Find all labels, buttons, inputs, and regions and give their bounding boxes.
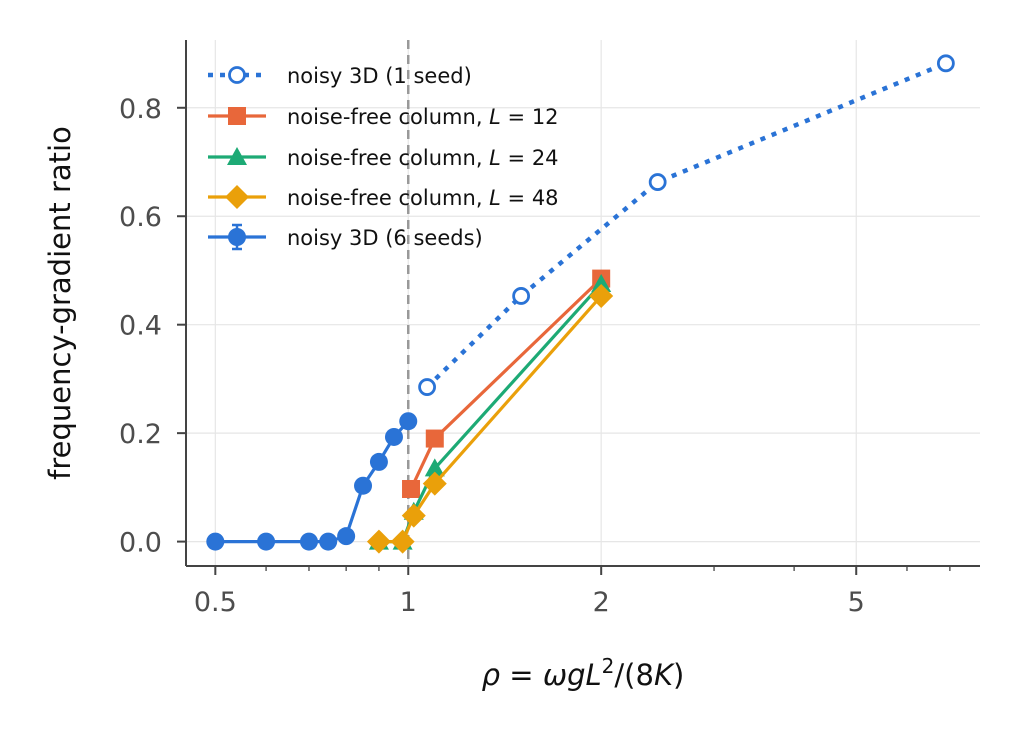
legend-marker	[228, 107, 246, 125]
axes	[177, 40, 980, 575]
plot-area	[206, 54, 955, 554]
data-point	[384, 427, 403, 446]
y-tick-label: 0.6	[119, 202, 162, 233]
x-tick-label: 1	[400, 587, 417, 618]
legend-label: noise-free column, L = 12	[287, 105, 559, 129]
data-point	[319, 532, 338, 551]
y-tick-label: 0.4	[119, 311, 162, 342]
series-1	[402, 269, 611, 498]
data-point	[354, 476, 373, 495]
data-point	[257, 532, 276, 551]
x-tick-label: 0.5	[194, 587, 237, 618]
x-axis-label: ρ = ωgL2/(8K)	[482, 654, 685, 692]
series-4	[206, 412, 418, 551]
data-point	[299, 532, 318, 551]
legend-entry: noisy 3D (6 seeds)	[208, 223, 483, 251]
data-point	[369, 452, 388, 471]
y-tick-label: 0.0	[119, 528, 162, 559]
data-point	[390, 529, 415, 554]
data-point	[366, 529, 391, 554]
y-tick-label: 0.8	[119, 94, 162, 125]
data-point	[648, 173, 667, 191]
data-point	[425, 429, 444, 448]
tick-labels: 0.5 1 2 5 0.0 0.2 0.4 0.6 0.8	[119, 94, 865, 618]
series-3	[366, 283, 614, 554]
series-line	[215, 420, 410, 544]
data-point	[424, 458, 445, 477]
data-point	[402, 479, 421, 498]
legend-marker	[227, 147, 247, 165]
series-2	[368, 274, 612, 550]
legend-entry: noise-free column, L = 12	[208, 105, 559, 129]
data-point	[512, 287, 531, 305]
data-point	[206, 532, 225, 551]
x-tick-label: 5	[848, 587, 865, 618]
series-0	[418, 54, 955, 396]
x-tick-label: 2	[593, 587, 610, 618]
legend-label: noisy 3D (6 seeds)	[287, 226, 483, 250]
legend-marker	[228, 66, 246, 84]
y-tick-label: 0.2	[119, 419, 162, 450]
data-point	[591, 274, 612, 293]
data-point	[589, 283, 614, 308]
data-point	[337, 527, 356, 546]
legend-label: noisy 3D (1 seed)	[287, 64, 472, 88]
legend-label: noise-free column, L = 48	[287, 186, 559, 210]
data-point	[418, 378, 436, 396]
data-point	[401, 503, 426, 528]
legend-entry: noisy 3D (1 seed)	[208, 64, 472, 88]
legend-entry: noise-free column, L = 48	[208, 185, 559, 210]
data-point	[936, 54, 955, 73]
series-line	[378, 282, 603, 544]
legend-marker	[225, 185, 249, 209]
y-axis-label: frequency-gradient ratio	[43, 126, 77, 480]
legend-label: noise-free column, L = 24	[287, 146, 559, 170]
data-point	[399, 412, 418, 431]
legend: noisy 3D (1 seed) noise-free column, L = …	[208, 64, 559, 251]
legend-entry: noise-free column, L = 24	[208, 146, 559, 170]
series-line	[425, 61, 947, 389]
legend-marker	[228, 228, 246, 246]
data-point	[422, 471, 447, 496]
